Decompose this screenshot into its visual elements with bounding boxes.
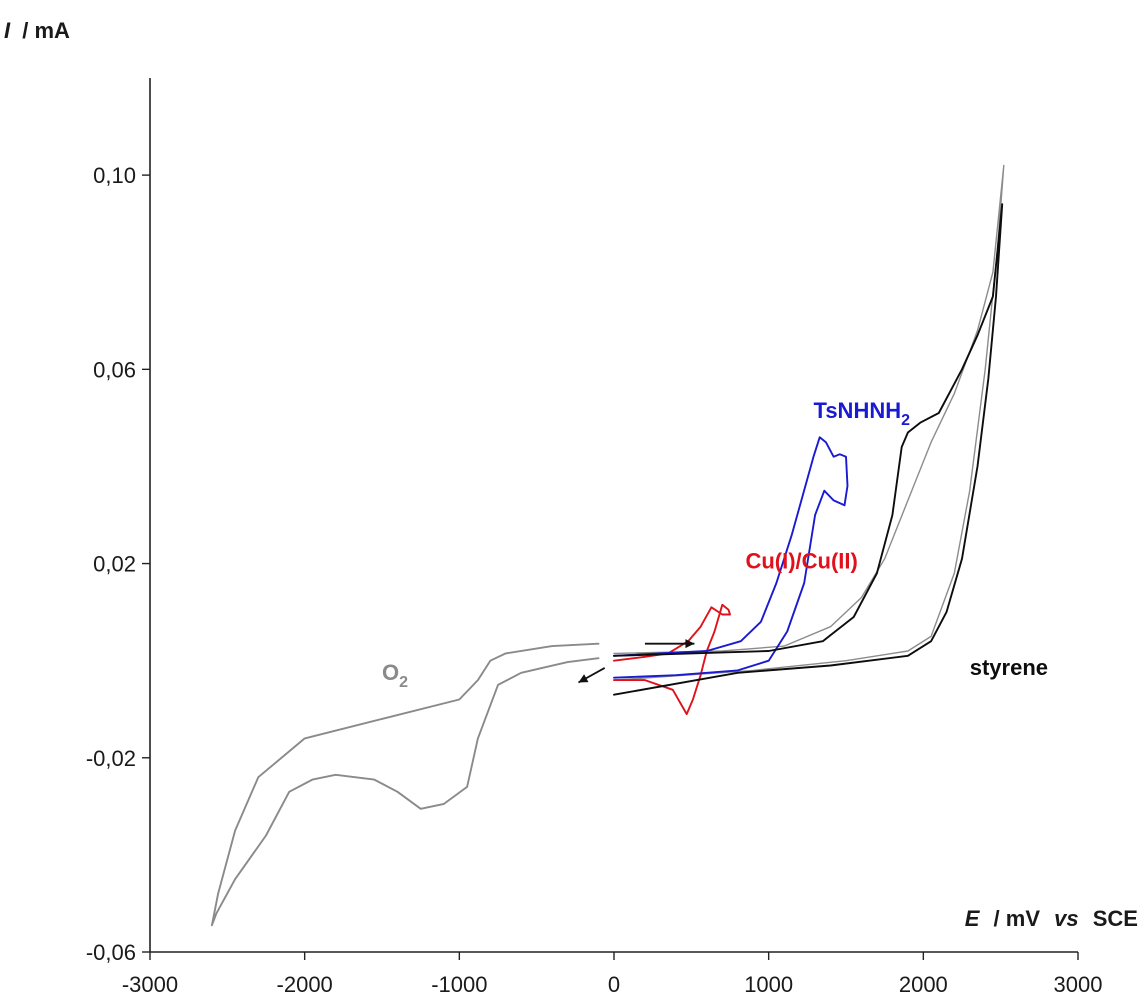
series-line-o2 — [210, 642, 600, 927]
series-label-styrene: styrene — [970, 655, 1048, 680]
axes: -3000 -2000 -1000 0 1000 2000 3000 -0,06 -0,02 0,… — [86, 78, 1103, 997]
y-axis-symbol: I — [4, 18, 11, 43]
x-axis-unit: / mV — [994, 906, 1041, 931]
y-axis-title: I / mA — [4, 18, 70, 43]
y-tick-label: -0,06 — [86, 940, 136, 965]
y-axis-unit: / mA — [22, 18, 70, 43]
scan-direction-arrows — [577, 639, 695, 684]
series-line-styrene — [613, 203, 1004, 696]
x-tick-label: 2000 — [899, 972, 948, 997]
x-tick-label: -3000 — [122, 972, 178, 997]
x-axis-symbol: E — [965, 906, 981, 931]
x-tick-label: 1000 — [744, 972, 793, 997]
scan-arrow-head — [578, 674, 589, 683]
series-label-tsnhnh2: TsNHNH2 — [814, 398, 911, 429]
x-axis-title: E / mV vs SCE — [965, 906, 1138, 931]
y-tick-label: -0,02 — [86, 746, 136, 771]
series-line-cu — [613, 603, 731, 716]
x-axis-ref: SCE — [1093, 906, 1138, 931]
series-labels: O2 Cu(I)/Cu(II) TsNHNH2 styrene — [382, 398, 1048, 691]
x-tick-label: 3000 — [1054, 972, 1103, 997]
y-tick-label: 0,02 — [93, 552, 136, 577]
y-tick-label: 0,06 — [93, 357, 136, 382]
series-line-background — [613, 164, 1005, 681]
x-axis-vs: vs — [1054, 906, 1078, 931]
x-tick-label: -1000 — [431, 972, 487, 997]
series-label-cu: Cu(I)/Cu(II) — [745, 548, 857, 573]
y-tick-label: 0,10 — [93, 163, 136, 188]
x-tick-label: -2000 — [277, 972, 333, 997]
x-tick-label: 0 — [608, 972, 620, 997]
scan-arrow-head — [685, 639, 695, 649]
curves — [210, 164, 1005, 927]
series-label-o2: O2 — [382, 660, 408, 691]
series-line-tsnhnh2 — [613, 436, 849, 679]
